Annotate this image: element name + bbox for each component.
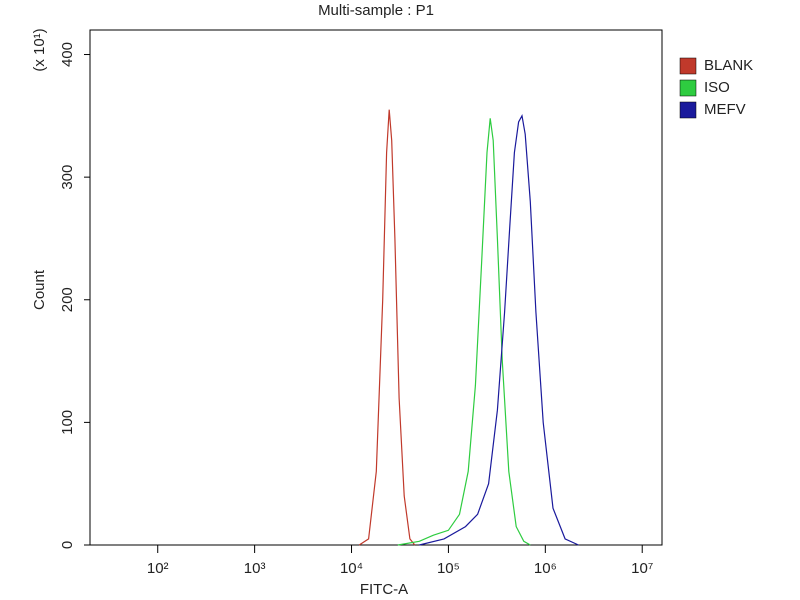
- series-line: [419, 114, 579, 546]
- y-tick-label: 400: [59, 42, 76, 67]
- y-axis-annotation: (x 10¹): [31, 28, 48, 71]
- series-line: [397, 118, 531, 546]
- x-tick-label: 10²: [147, 560, 169, 577]
- legend-swatch: [679, 101, 697, 119]
- y-tick-label: 200: [59, 287, 76, 312]
- x-tick-label: 10³: [244, 560, 266, 577]
- x-axis-label: FITC-A: [360, 581, 408, 598]
- x-tick-label: 10⁷: [631, 560, 653, 577]
- series-line: [358, 109, 416, 546]
- legend-label: BLANK: [704, 57, 753, 74]
- legend-label: ISO: [704, 79, 730, 96]
- plot-frame: [89, 29, 663, 546]
- y-tick-label: 100: [59, 410, 76, 435]
- legend-label: MEFV: [704, 101, 746, 118]
- legend-swatch: [679, 79, 697, 97]
- chart-title: Multi-sample : P1: [318, 2, 434, 19]
- x-tick-label: 10⁶: [534, 560, 557, 577]
- y-axis-label: Count: [31, 269, 48, 310]
- legend-swatch: [679, 57, 697, 75]
- y-tick-label: 300: [59, 165, 76, 190]
- x-tick-label: 10⁴: [340, 560, 363, 577]
- y-tick-label: 0: [59, 541, 76, 549]
- x-tick-label: 10⁵: [437, 560, 460, 577]
